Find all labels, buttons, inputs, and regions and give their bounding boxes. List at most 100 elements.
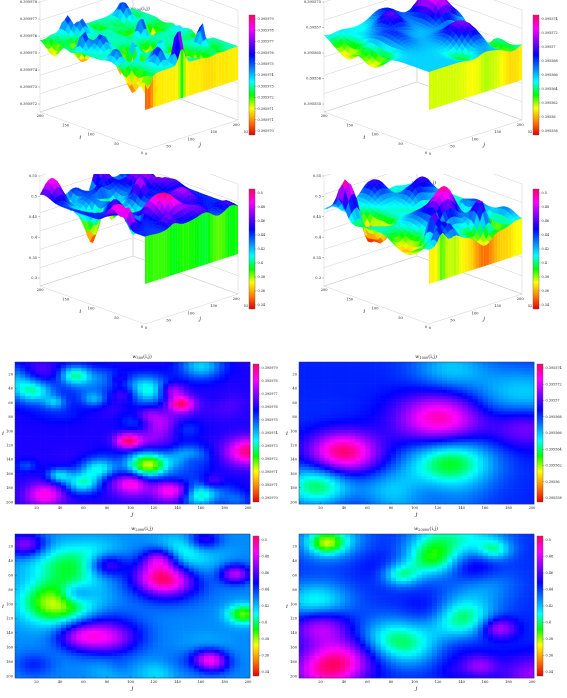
y-tick-label: 200 <box>321 288 329 292</box>
x-tick-label: 50 <box>166 319 171 323</box>
x-tick-label: 200 <box>245 680 253 684</box>
colorbar-tick-label: 0.395975 <box>262 418 278 422</box>
x-tick-label: 120 <box>435 506 443 510</box>
x-tick-label: 160 <box>198 506 206 510</box>
y-axis-label: i <box>286 604 288 610</box>
colorbar <box>253 536 259 676</box>
x-tick-label: 160 <box>482 506 490 510</box>
colorbar-tick-label: 0.395574 <box>546 366 562 370</box>
y-tick-label: 120 <box>290 444 298 448</box>
x-axis-label: j <box>415 512 418 518</box>
y-tick-label: 60 <box>292 401 297 405</box>
colorbar <box>533 15 539 135</box>
colorbar-tick-label: 0.395975 <box>258 62 274 66</box>
x-tick-label: 80 <box>389 506 394 510</box>
y-tick-label: 200 <box>6 500 14 504</box>
colorbar-tick-label: 0.4 <box>542 261 547 265</box>
y-tick-label: 120 <box>6 617 14 621</box>
colorbar-tick-label: 0.44 <box>542 233 550 237</box>
z-tick-label: 0.4 <box>315 235 321 239</box>
x-tick-label: 200 <box>233 297 241 301</box>
colorbar-tick-label: 0.395973 <box>258 84 274 88</box>
y-tick-label: 50 <box>114 316 119 320</box>
colorbar-tick-label: 0.395979 <box>258 17 274 21</box>
x-axis-label: j <box>198 317 201 323</box>
x-tick-label: 150 <box>494 304 502 308</box>
colorbar-tick-label: 0.46 <box>258 219 266 223</box>
y-tick-label: 20 <box>8 373 13 377</box>
x-tick-label: 0 <box>145 152 148 156</box>
colorbar-tick-label: 0.395977 <box>262 392 278 396</box>
y-tick-label: 50 <box>398 142 403 146</box>
surface-plot-w20000: w20000(i,j)0.550.50.450.40.350.305010015… <box>284 174 567 346</box>
x-tick-label: 120 <box>151 506 159 510</box>
y-tick-label: 20 <box>8 545 13 549</box>
colorbar-tick-label: 0.395566 <box>542 73 558 77</box>
surface-mesh <box>40 2 238 110</box>
x-tick-label: 20 <box>318 506 323 510</box>
colorbar-tick-label: 0.395970 <box>262 496 278 500</box>
colorbar-tick-label: 0.395978 <box>262 379 278 383</box>
x-tick-label: 100 <box>188 137 196 141</box>
colorbar-tick-label: 0.395974 <box>262 431 278 435</box>
y-axis-label: i <box>2 604 4 610</box>
y-tick-label: 80 <box>8 588 13 592</box>
z-tick-label: 0.35 <box>313 256 322 260</box>
y-axis-label: i <box>2 431 4 437</box>
colorbar-tick-label: 0.5 <box>542 191 547 195</box>
heatmap-cells <box>299 534 534 678</box>
y-tick-label: 80 <box>292 588 297 592</box>
colorbar-tick-label: 0.48 <box>258 205 266 209</box>
surface-plot-w2000: w2000(i,j)0.550.50.450.40.350.3050100150… <box>0 174 283 346</box>
x-tick-label: 150 <box>210 304 218 308</box>
x-tick-label: 80 <box>105 506 110 510</box>
surface-panel-w500: w500(i,j)0.3959780.3959770.3959760.39597… <box>0 0 283 172</box>
y-axis-label: i <box>79 135 81 141</box>
y-axis-label: i <box>286 431 288 437</box>
heatmap-cells <box>15 534 250 678</box>
y-tick-label: 120 <box>6 444 14 448</box>
colorbar-tick-label: 0.395977 <box>258 40 274 44</box>
colorbar-tick-label: 0.395568 <box>546 415 562 419</box>
x-tick-label: 200 <box>517 297 525 301</box>
x-tick-label: 180 <box>505 680 513 684</box>
y-tick-label: 40 <box>8 387 13 391</box>
x-tick-label: 200 <box>529 506 537 510</box>
y-tick-label: 80 <box>8 415 13 419</box>
colorbar-tick-label: 0.395971 <box>258 118 274 122</box>
colorbar-tick-label: 0.46 <box>542 219 550 223</box>
colorbar-tick-label: 0.5 <box>258 191 263 195</box>
z-tick-label: 0.5 <box>315 195 321 199</box>
x-tick-label: 20 <box>34 506 39 510</box>
colorbar-tick-label: 0.34 <box>546 670 554 674</box>
colorbar-tick-label: 0.42 <box>262 604 270 608</box>
y-tick-label: 120 <box>290 617 298 621</box>
x-tick-label: 100 <box>127 506 135 510</box>
x-tick-label: 50 <box>166 145 171 149</box>
colorbar-tick-label: 0.4 <box>546 621 551 625</box>
z-tick-label: 0.45 <box>29 215 38 219</box>
x-tick-label: 50 <box>450 319 455 323</box>
surface-mesh <box>324 0 522 110</box>
x-tick-label: 140 <box>458 506 466 510</box>
y-tick-label: 180 <box>6 486 14 490</box>
colorbar <box>533 189 539 309</box>
y-tick-label: 60 <box>292 574 297 578</box>
z-tick-label: 0.45 <box>313 215 322 219</box>
colorbar-tick-label: 0.44 <box>262 588 270 592</box>
z-tick-label: 0.395978 <box>20 0 38 4</box>
y-tick-label: 20 <box>292 373 297 377</box>
z-tick-label: 0.395975 <box>20 51 38 55</box>
x-tick-label: 140 <box>174 506 182 510</box>
y-tick-label: 100 <box>372 307 380 311</box>
y-tick-label: 100 <box>6 602 14 606</box>
axis-edge-label: 52 <box>244 304 249 308</box>
x-tick-label: 0 <box>145 326 148 330</box>
y-tick-label: 200 <box>321 114 329 118</box>
colorbar-tick-label: 0.36 <box>258 289 266 293</box>
x-tick-label: 40 <box>342 680 347 684</box>
axis-edge-label: 52 <box>528 130 533 134</box>
